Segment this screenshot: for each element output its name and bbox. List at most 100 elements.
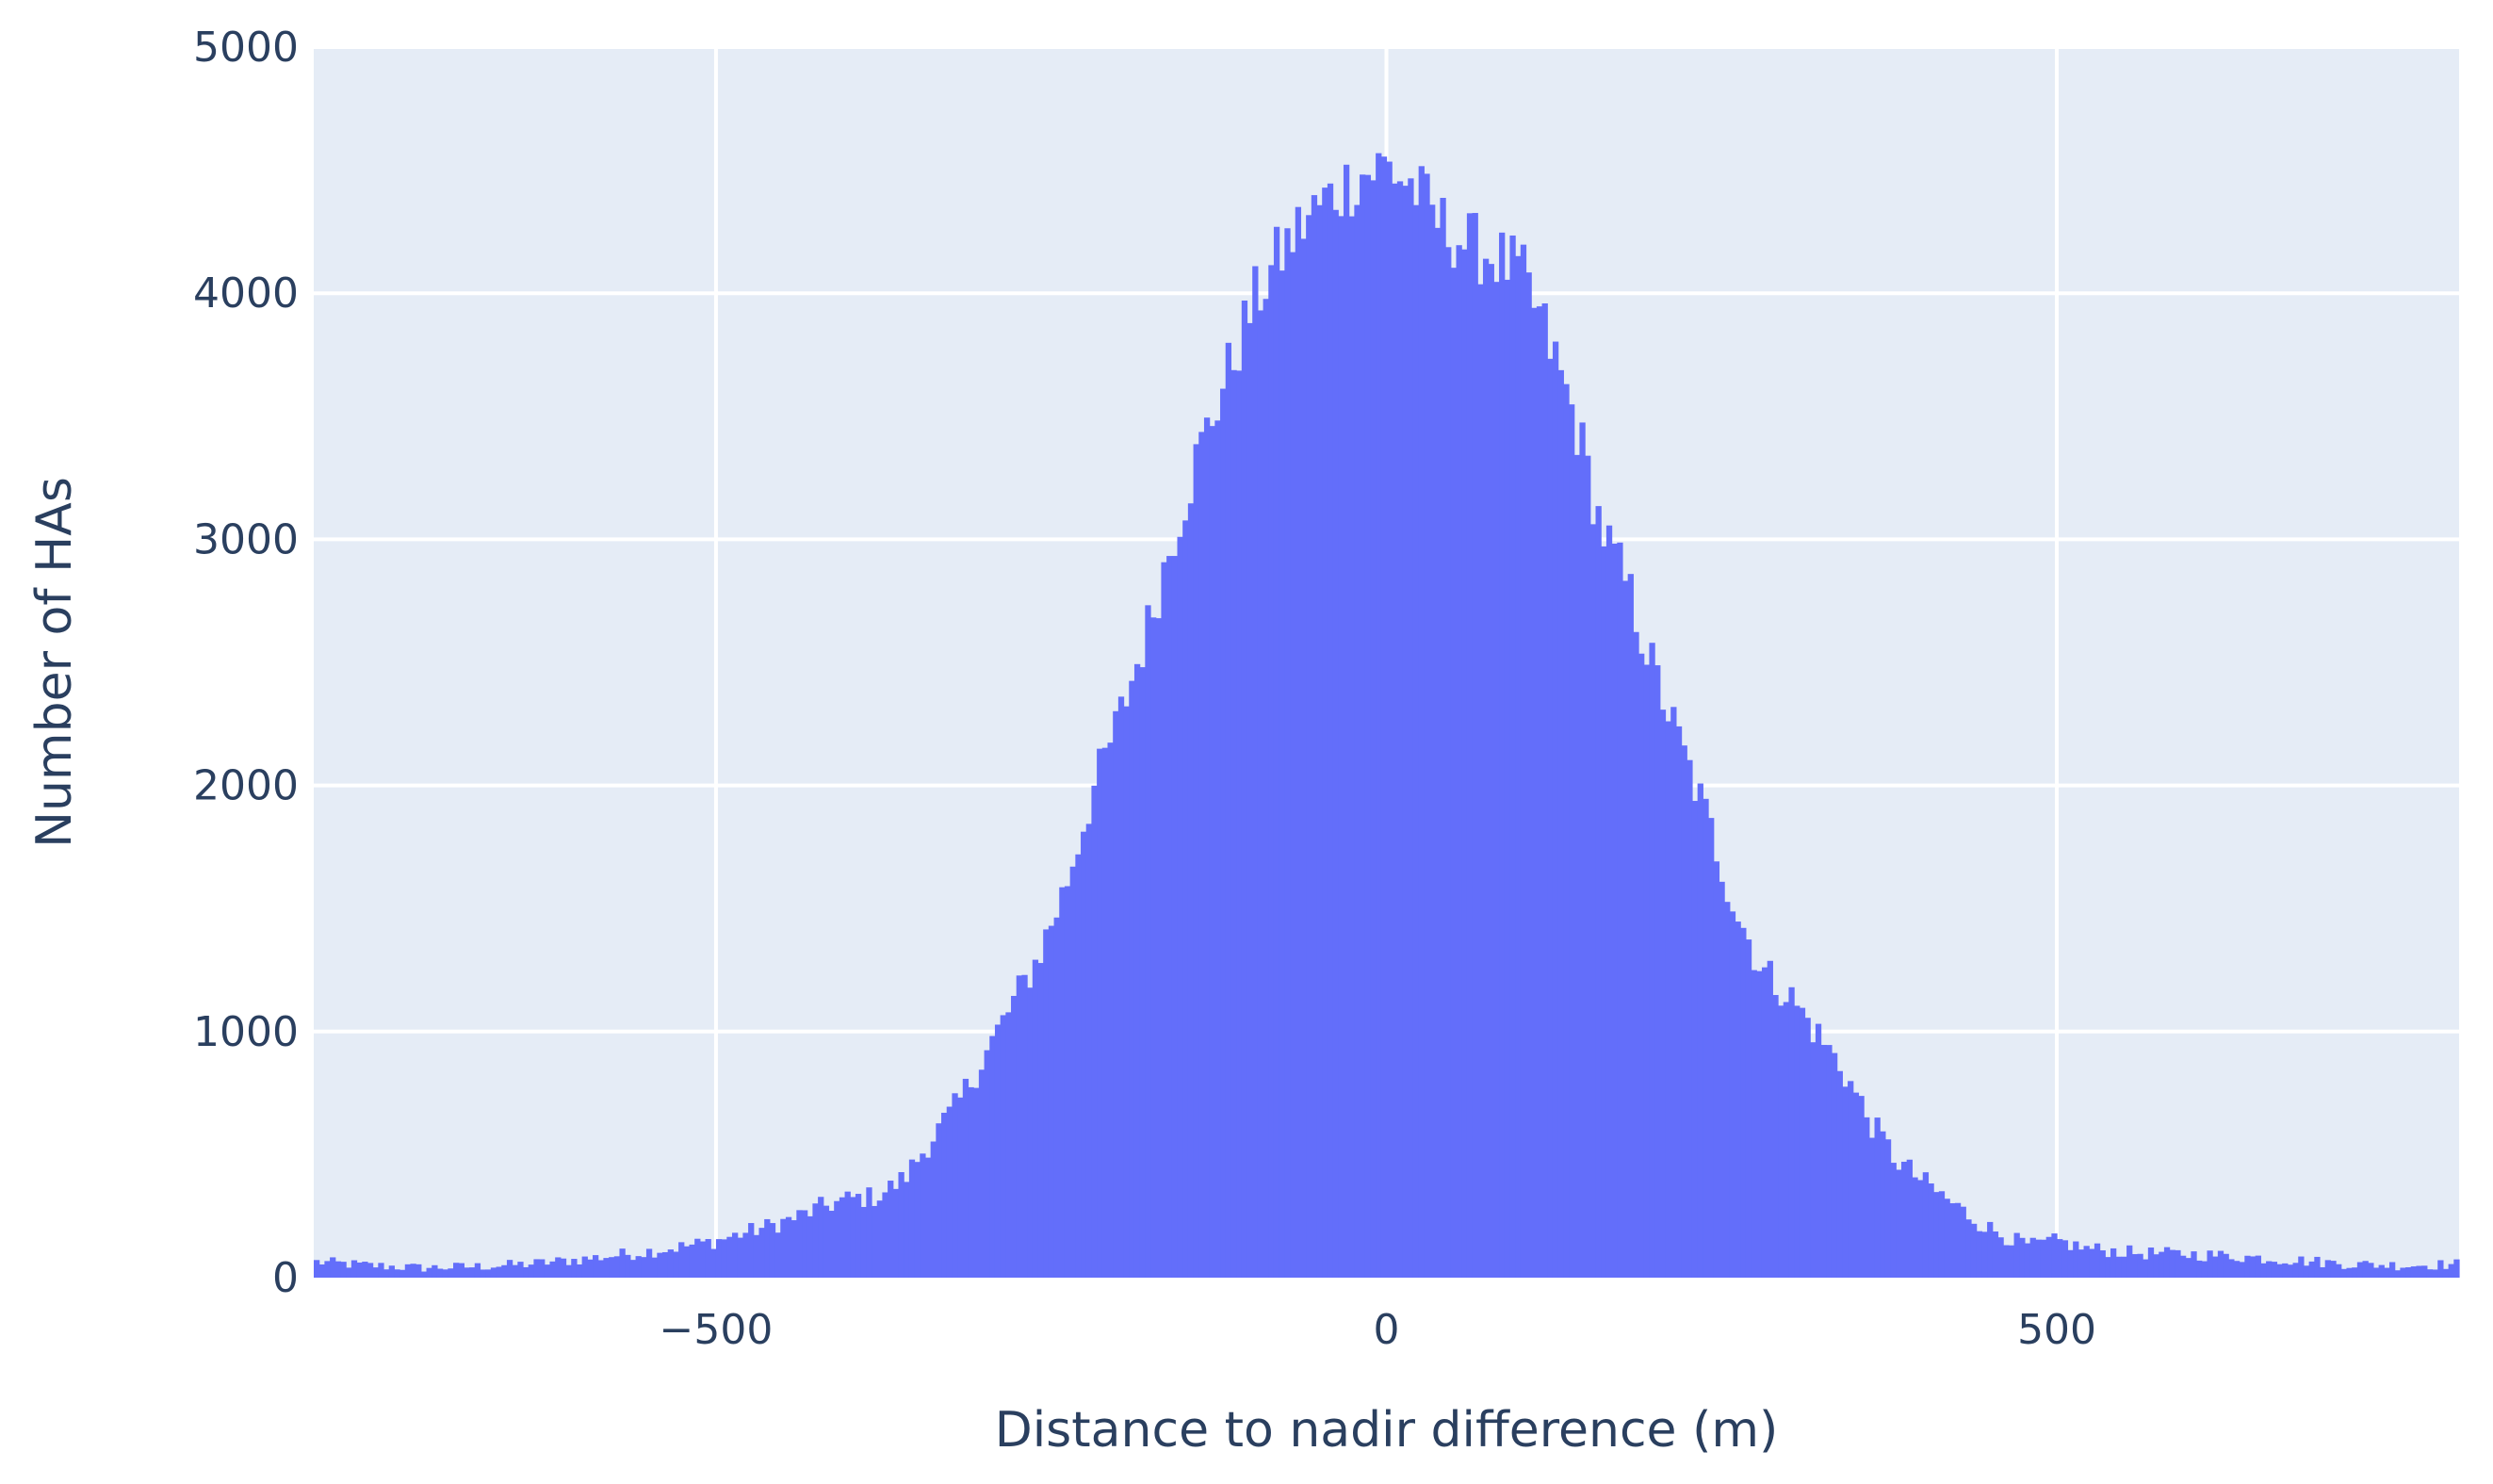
histogram-bar [651,1257,658,1278]
histogram-bar [420,1271,428,1278]
histogram-bar [1450,268,1458,1279]
histogram-bar [350,1260,358,1278]
histogram-bar [1193,444,1199,1278]
histogram-bar [324,1261,331,1278]
histogram-bar [1944,1199,1950,1278]
histogram-bar [973,1087,980,1278]
histogram-bar [314,1260,320,1278]
histogram-bar [576,1264,583,1278]
histogram-bar [1552,341,1559,1278]
histogram-bar [2314,1256,2321,1278]
histogram-bar [2126,1245,2133,1278]
histogram-bar [432,1264,438,1278]
histogram-bar [1509,235,1516,1278]
histogram-bar [2292,1263,2299,1278]
histogram-bar [1257,310,1264,1278]
histogram-bar [2061,1240,2069,1278]
histogram-bar [1906,1159,1913,1278]
histogram-bar [1332,209,1339,1278]
histogram-bar [2045,1236,2052,1278]
histogram-bar [957,1097,964,1278]
histogram-bar [2330,1261,2337,1278]
histogram-bar [485,1269,492,1278]
histogram-bar [2147,1248,2155,1278]
histogram-bar [613,1256,621,1278]
histogram-bar [1836,1070,1843,1278]
histogram-bar [823,1205,830,1278]
histogram-bar [1069,866,1076,1278]
histogram-bar [1182,520,1189,1278]
histogram-bar [2228,1259,2235,1278]
histogram-bar [1987,1221,1994,1278]
histogram-bar [1279,270,1285,1278]
histogram-bar [560,1258,567,1278]
histogram-bar [506,1260,513,1278]
histogram-bar [1477,284,1484,1279]
histogram-bar [2244,1255,2251,1278]
histogram-bar [844,1191,851,1278]
histogram-bar [1027,987,1034,1278]
histogram-bar [673,1251,679,1278]
histogram-bar [528,1264,534,1278]
histogram-bar [2319,1266,2326,1278]
histogram-bar [1461,249,1468,1278]
histogram-bar [1177,536,1183,1278]
histogram-bar [442,1269,448,1278]
histogram-bar [1402,186,1409,1278]
histogram-bar [2201,1261,2208,1278]
histogram-bar [812,1203,819,1278]
histogram-bar [1691,801,1699,1278]
histogram-bar [2196,1260,2203,1278]
histogram-bar [2336,1264,2342,1278]
histogram-bar [2448,1264,2454,1278]
histogram-bar [517,1262,524,1278]
histogram-bar [2105,1257,2111,1278]
histogram-bar [1659,709,1667,1278]
histogram-bar [1493,282,1500,1278]
histogram-bar [1434,227,1442,1279]
histogram-bar [1166,556,1173,1278]
histogram-bar [1392,183,1398,1279]
histogram-bar [1482,258,1490,1278]
histogram-bar [898,1171,904,1278]
histogram-bar [1799,1007,1806,1278]
histogram-bar [1804,1018,1811,1278]
histogram-bar [1456,245,1462,1278]
histogram-bar [737,1237,743,1278]
histogram-bar [1778,1005,1784,1278]
histogram-bar [641,1257,647,1278]
histogram-bar [785,1216,792,1278]
histogram-bar [1520,244,1527,1279]
histogram-bar [1761,967,1768,1278]
histogram-bar [758,1228,765,1278]
histogram-bar [1563,383,1570,1278]
histogram-bar [1713,861,1720,1278]
histogram-bar [1150,617,1157,1278]
histogram-bar [726,1236,733,1278]
histogram-bar [1981,1231,1988,1278]
histogram-bar [2405,1266,2412,1278]
histogram-bar [866,1187,872,1278]
histogram-bar [399,1269,406,1278]
x-tick-label: 500 [2017,1306,2096,1354]
histogram-bar [2346,1267,2353,1278]
histogram-bar [1890,1163,1897,1278]
histogram-bar [2179,1255,2187,1278]
histogram-bar [367,1263,374,1278]
histogram-bar [1611,544,1618,1278]
histogram-bar [2260,1263,2267,1278]
histogram-bar [1595,506,1602,1278]
histogram-bar [662,1251,669,1278]
histogram-bar [2073,1241,2079,1278]
histogram-bar [1997,1237,2004,1278]
histogram-bar [1585,455,1591,1278]
histogram-bar [1306,215,1312,1278]
histogram-bar [1097,748,1103,1278]
histogram-bar [1665,721,1671,1278]
histogram-bar [2388,1262,2396,1278]
histogram-bar [1338,216,1344,1279]
histogram-bar [2029,1237,2036,1278]
histogram-bar [694,1238,701,1278]
histogram-bar [318,1264,325,1278]
histogram-bar [2432,1269,2438,1278]
